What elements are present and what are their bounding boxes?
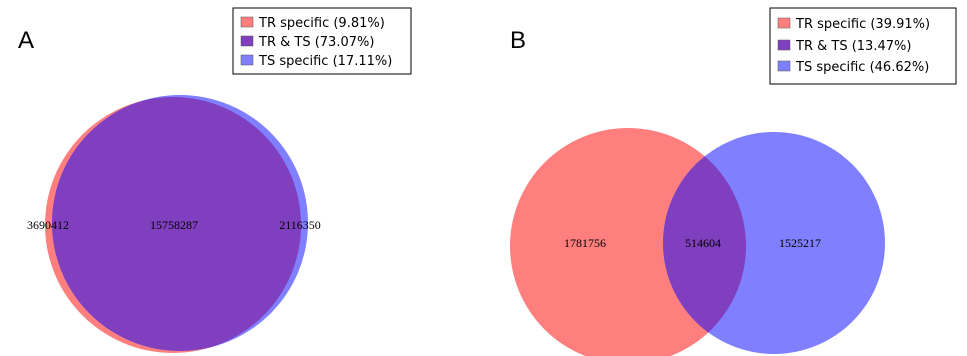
legend-swatch-overlap-a bbox=[240, 35, 254, 47]
legend-swatch-ts-a bbox=[240, 54, 254, 66]
count-ts-specific-b: 1525217 bbox=[779, 236, 821, 250]
legend-swatch-tr-b bbox=[777, 17, 791, 29]
legend-a: TR specific (9.81%) TR & TS (73.07%) TS … bbox=[232, 7, 412, 75]
count-ts-specific-a: 2116350 bbox=[279, 218, 321, 232]
legend-swatch-overlap-b bbox=[777, 39, 791, 51]
panel-letter-b: B bbox=[510, 27, 526, 54]
overlap-region-a bbox=[52, 97, 301, 351]
legend-box-b bbox=[769, 7, 957, 85]
count-tr-specific-b: 1781756 bbox=[564, 236, 606, 250]
legend-label-ts-b: TS specific (46.62%) bbox=[795, 60, 929, 75]
count-overlap-b: 514604 bbox=[685, 236, 721, 250]
legend-box-a bbox=[232, 7, 412, 75]
count-overlap-a: 15758287 bbox=[150, 218, 198, 232]
legend-label-ts-a: TS specific (17.11%) bbox=[258, 54, 392, 69]
venn-b bbox=[510, 128, 885, 356]
count-tr-specific-a: 3690412 bbox=[27, 218, 69, 232]
legend-label-tr-b: TR specific (39.91%) bbox=[795, 17, 930, 32]
legend-b: TR specific (39.91%) TR & TS (13.47%) TS… bbox=[769, 7, 957, 85]
legend-label-overlap-b: TR & TS (13.47%) bbox=[795, 39, 911, 54]
legend-swatch-ts-b bbox=[777, 60, 791, 72]
legend-label-overlap-a: TR & TS (73.07%) bbox=[258, 35, 374, 50]
venn-a bbox=[45, 95, 308, 353]
panel-a: A 3690412 15758287 2116350 TR specific (… bbox=[18, 7, 412, 353]
panel-letter-a: A bbox=[18, 27, 34, 54]
legend-swatch-tr-a bbox=[240, 16, 254, 28]
legend-label-tr-a: TR specific (9.81%) bbox=[258, 16, 385, 31]
overlap-region-b bbox=[663, 132, 746, 354]
panel-b: B 1781756 514604 1525217 TR specific (39… bbox=[510, 7, 957, 356]
